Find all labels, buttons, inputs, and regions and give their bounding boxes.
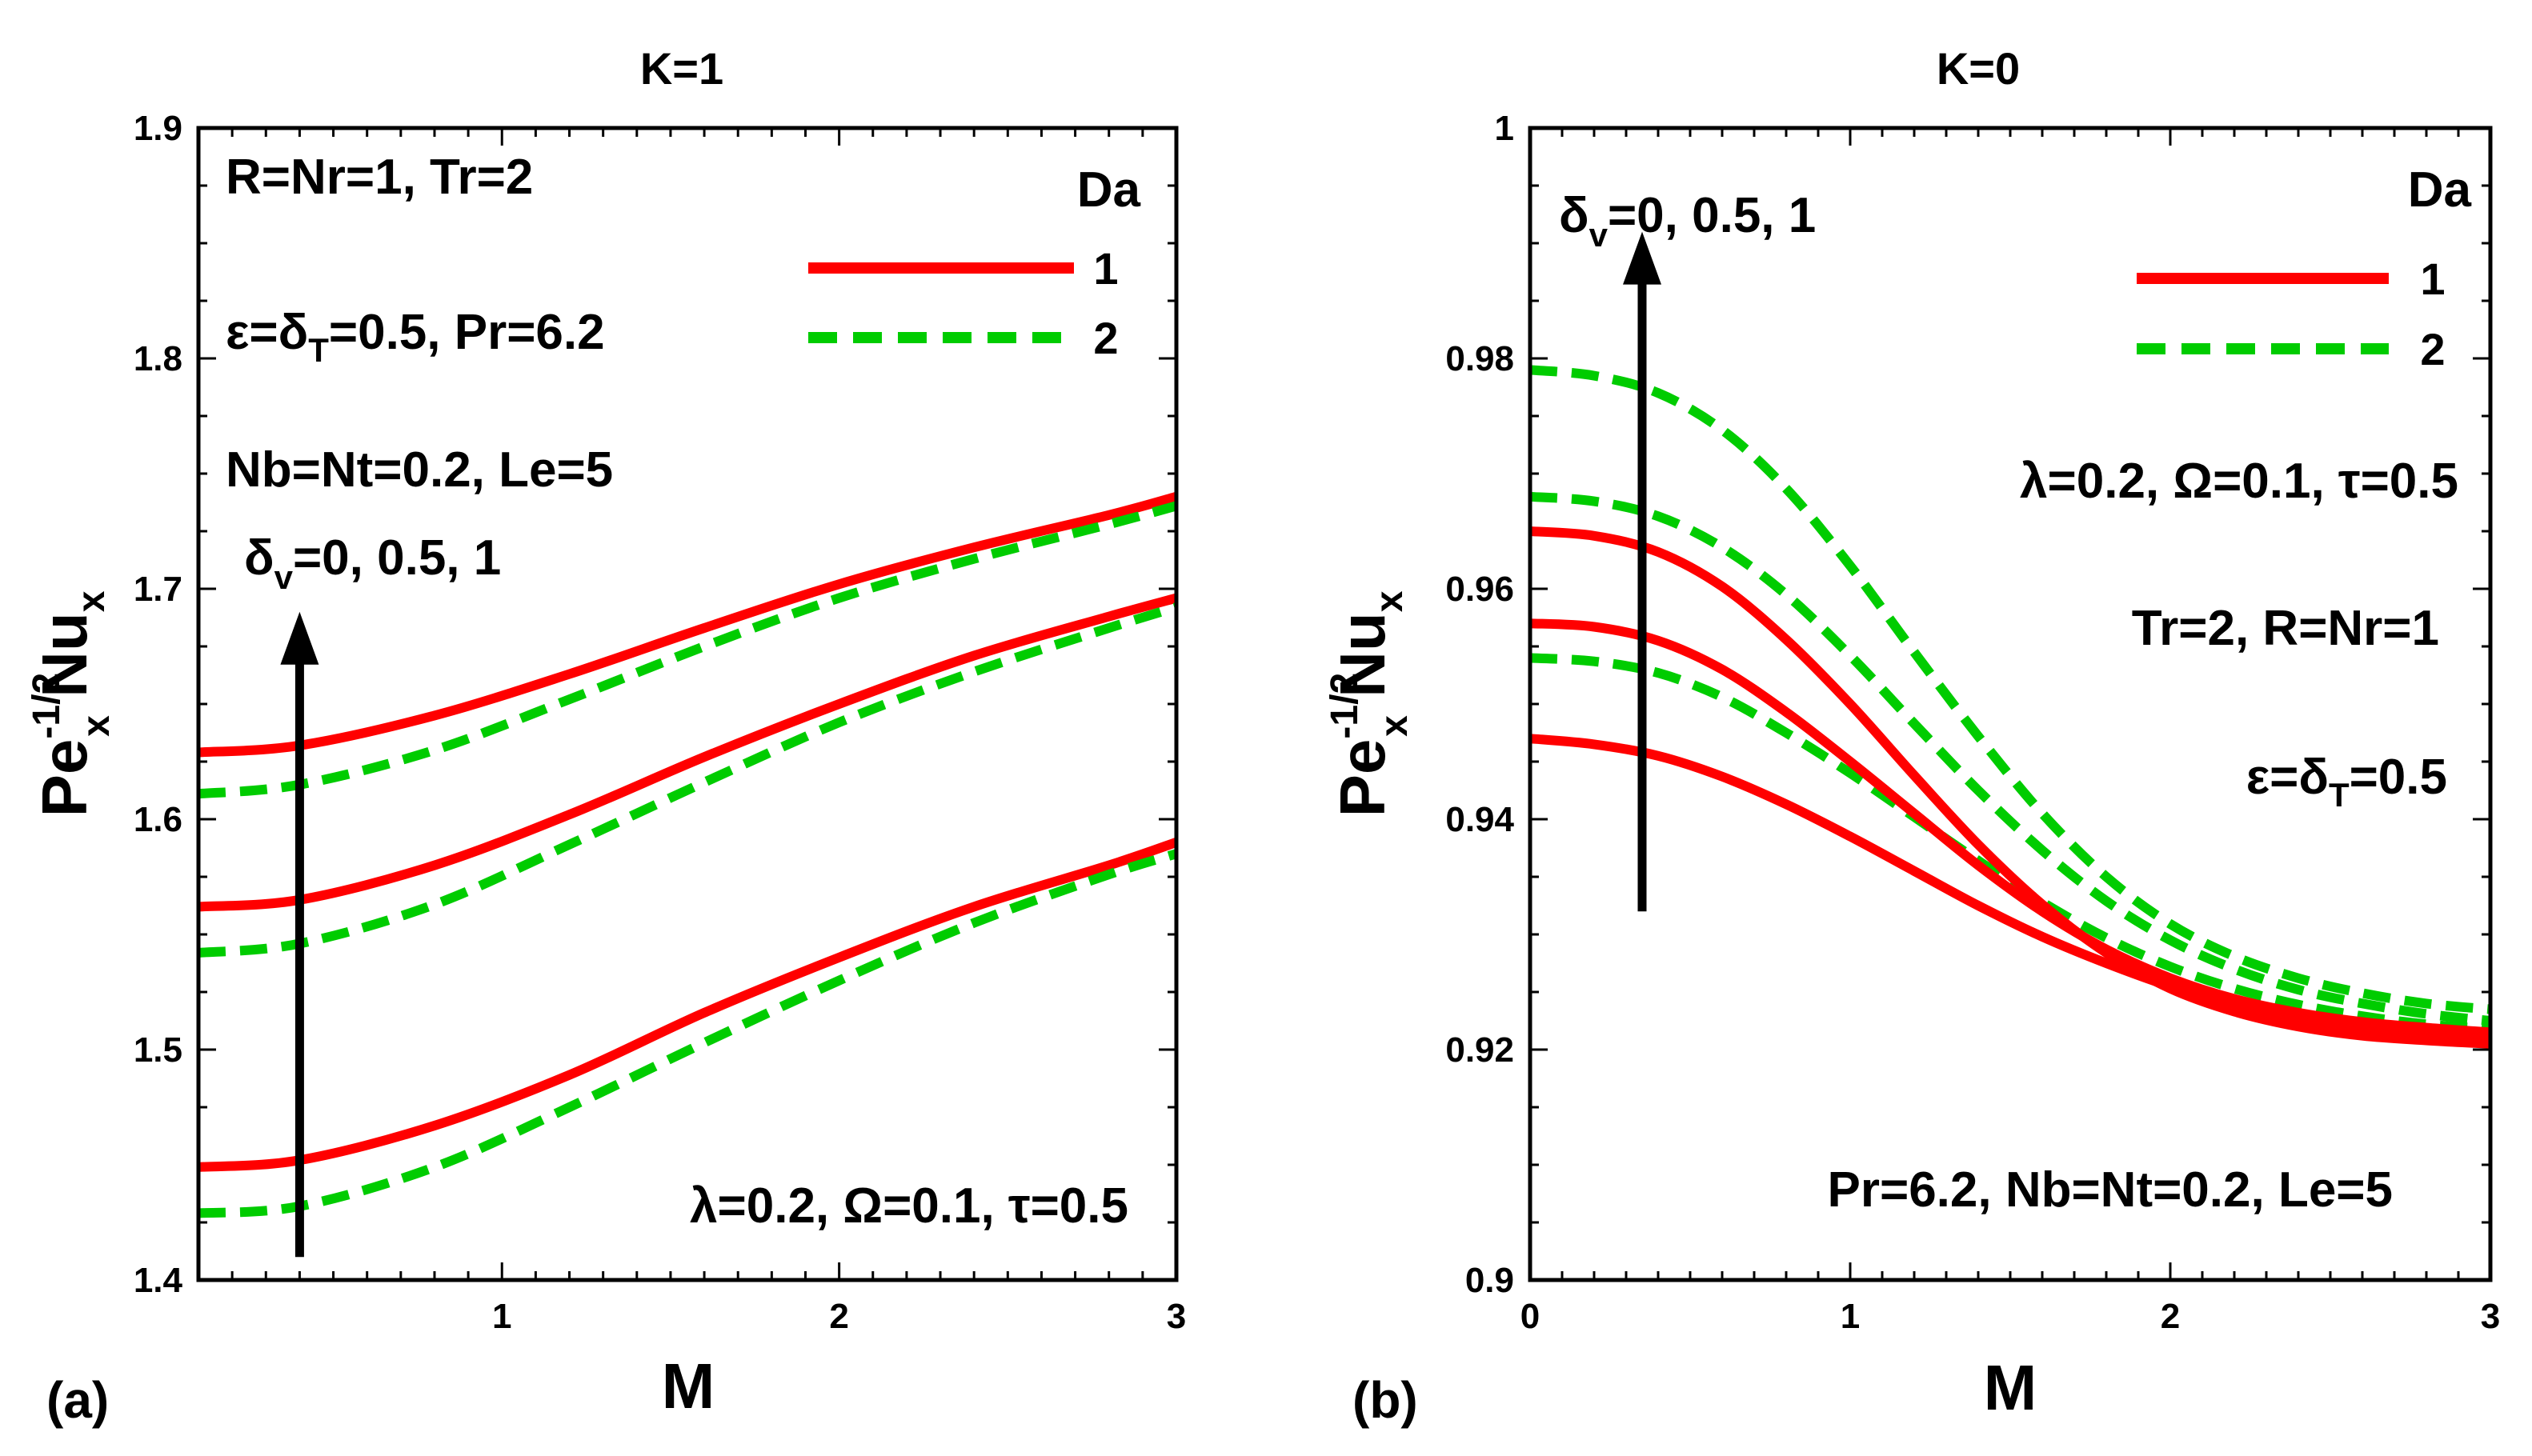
panel-b: K=0 0 1 2 3 0.9 0.92 0.94 0.96 0.98 1 Pe-1/2 x Nux… [1324,43,2500,1429]
panel-b-series-1-da2 [1529,653,2491,1034]
panel-a-x-tick-label: 3 [1167,1297,1186,1336]
panel-b-annotation-params-1: λ=0.2, Ω=0.1, τ=0.5 [2020,454,2458,509]
panel-a-y-tick-label: 1.5 [134,1030,182,1070]
panel-b-x-tick-label: 2 [2161,1297,2180,1336]
panel-a-title: K=1 [640,43,723,94]
panel-b-arrow-head [1623,231,1661,285]
panel-a-arrow-head [280,611,319,665]
panel-b-x-tick-label: 3 [2481,1297,2500,1336]
panel-a: K=1 1 2 31.41.51.61.71.81.9 Pe-1/2 x Nux M … [26,43,1186,1429]
panel-b-y-tick-label: 1 [1495,109,1514,148]
panel-a-x-axis-title: M [662,1350,715,1422]
panel-a-annotation-params-2: ε=δT=0.5, Pr=6.2 [226,305,605,369]
panel-b-series-4-da1 [1529,526,2491,1049]
panel-b-arrow-label: δv=0, 0.5, 1 [1559,188,1816,254]
panel-b-legend-label-da1: 1 [2420,254,2445,304]
panel-a-arrow-label: δv=0, 0.5, 1 [244,530,501,596]
panel-a-legend-label-da1: 1 [1093,243,1118,294]
panel-b-plot-area: 0 1 2 3 0.9 0.92 0.94 0.96 0.98 1 [1445,109,2500,1336]
panel-b-y-axis-title: Pe-1/2 x Nux [1324,590,1416,817]
panel-a-x-tick-label: 2 [829,1297,848,1336]
panel-a-label: (a) [46,1371,109,1429]
panel-a-legend-title: Da [1077,162,1141,218]
panel-a-plot-area: 1 2 3 1.4 1.5 1.6 1.7 1.8 1.9 [134,109,1186,1336]
panel-b-y-tick-label: 0.94 [1445,800,1514,839]
panel-b-annotation-params-2: Tr=2, R=Nr=1 [2132,601,2439,656]
panel-a-y-tick-label: 1.9 [134,109,182,148]
panel-b-label: (b) [1352,1371,1418,1429]
panel-a-y-tick-label: 1.7 [134,570,182,609]
panel-a-y-tick-label: 1.8 [134,339,182,378]
panel-a-annotation-params-3: Nb=Nt=0.2, Le=5 [226,442,613,498]
panel-a-series-0-da1 [198,838,1178,1172]
panel-b-y-tick-label: 0.96 [1445,570,1514,609]
panel-a-series-5-da2 [198,501,1178,799]
panel-b-x-axis-title: M [1984,1352,2037,1423]
panel-a-y-tick-label: 1.4 [134,1261,183,1300]
panel-b-x-tick-label: 0 [1520,1297,1540,1336]
panel-a-legend-label-da2: 2 [1093,313,1118,363]
panel-b-x-tick-label: 1 [1841,1297,1860,1336]
panel-a-y-tick-label: 1.6 [134,800,182,839]
panel-b-series-2-da1 [1529,618,2491,1038]
panel-b-y-tick-label: 0.92 [1445,1030,1514,1070]
panel-a-frame [196,126,1179,1282]
panel-b-y-tick-label: 0.98 [1445,339,1514,378]
panel-a-annotation-params-4: λ=0.2, Ω=0.1, τ=0.5 [690,1178,1128,1234]
panel-a-y-axis-title: Pe-1/2 x Nux [26,590,118,817]
panel-a-annotation-params-1: R=Nr=1, Tr=2 [226,150,533,205]
panel-b-legend-label-da2: 2 [2420,324,2445,374]
panel-a-x-tick-label: 1 [492,1297,511,1336]
panel-b-legend-title: Da [2408,162,2472,218]
panel-b-series-3-da2 [1529,491,2491,1026]
panel-b-y-tick-label: 0.9 [1465,1261,1514,1300]
panel-b-annotation-params-3: ε=δT=0.5 [2246,750,2447,814]
panel-a-series-4-da1 [198,492,1178,758]
panel-b-title: K=0 [1937,43,2020,94]
panel-b-annotation-params-4: Pr=6.2, Nb=Nt=0.2, Le=5 [1828,1162,2394,1218]
panel-b-frame [1528,126,2493,1282]
panel-b-series-5-da2 [1529,365,2491,1014]
panel-a-series-2-da1 [198,593,1178,912]
